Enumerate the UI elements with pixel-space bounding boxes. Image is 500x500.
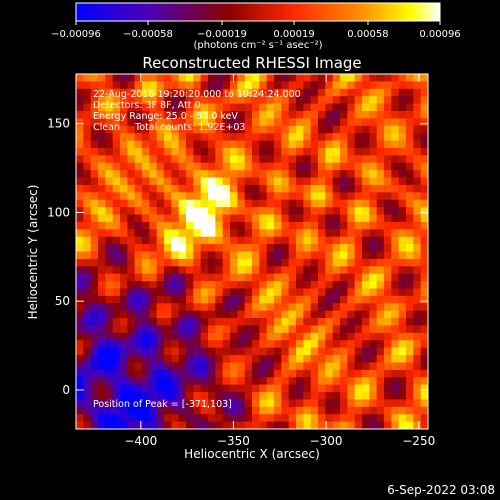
colorbar-tick-label: 0.00096 [419,29,460,40]
x-axis: −400 −350 −300 −250 [124,74,435,448]
x-tick-label: −300 [310,434,343,448]
y-tick-label: 50 [55,294,70,308]
colorbar-ticks: −0.00096 −0.00058 −0.00019 0.00019 0.00058 0.… [51,21,461,40]
footer-date: 6-Sep-2022 03:08 [387,483,495,497]
y-tick-label: 0 [62,383,70,397]
y-tick-label: 100 [47,205,70,219]
x-tick-label: −400 [124,434,157,448]
plot-frame [75,73,429,430]
colorbar-unit-label: (photons cm⁻² s⁻¹ asec⁻²) [193,40,322,51]
colorbar-tick-label: −0.00058 [123,29,173,40]
heatmap-image [76,74,428,429]
colorbar-tick-label: 0.00019 [273,29,314,40]
chart-title: Reconstructed RHESSI Image [142,54,361,72]
y-axis: 0 50 100 150 [47,117,428,397]
annotation-counts: Clean Total counts: 1.92E+03 [93,122,245,133]
y-tick-label: 150 [47,117,70,131]
annotation-detectors: Detectors: 3F 8F, Att 0 [93,100,201,111]
colorbar-tick-label: −0.00096 [51,29,101,40]
annotation-time-range: 22-Aug-2016 19:20:20.000 to 19:24:24.000 [93,89,301,100]
x-tick-label: −250 [402,434,435,448]
colorbar-tick-label: 0.00058 [347,29,388,40]
colorbar [75,2,441,22]
colorbar-tick-label: −0.00019 [197,29,247,40]
y-axis-label: Heliocentric Y (arcsec) [26,185,40,320]
annotation-energy-range: Energy Range: 25.0 - 50.0 keV [93,111,238,122]
x-tick-label: −350 [217,434,250,448]
x-axis-label: Heliocentric X (arcsec) [184,447,320,461]
annotation-peak-position: Position of Peak = [-371,103] [93,399,232,410]
